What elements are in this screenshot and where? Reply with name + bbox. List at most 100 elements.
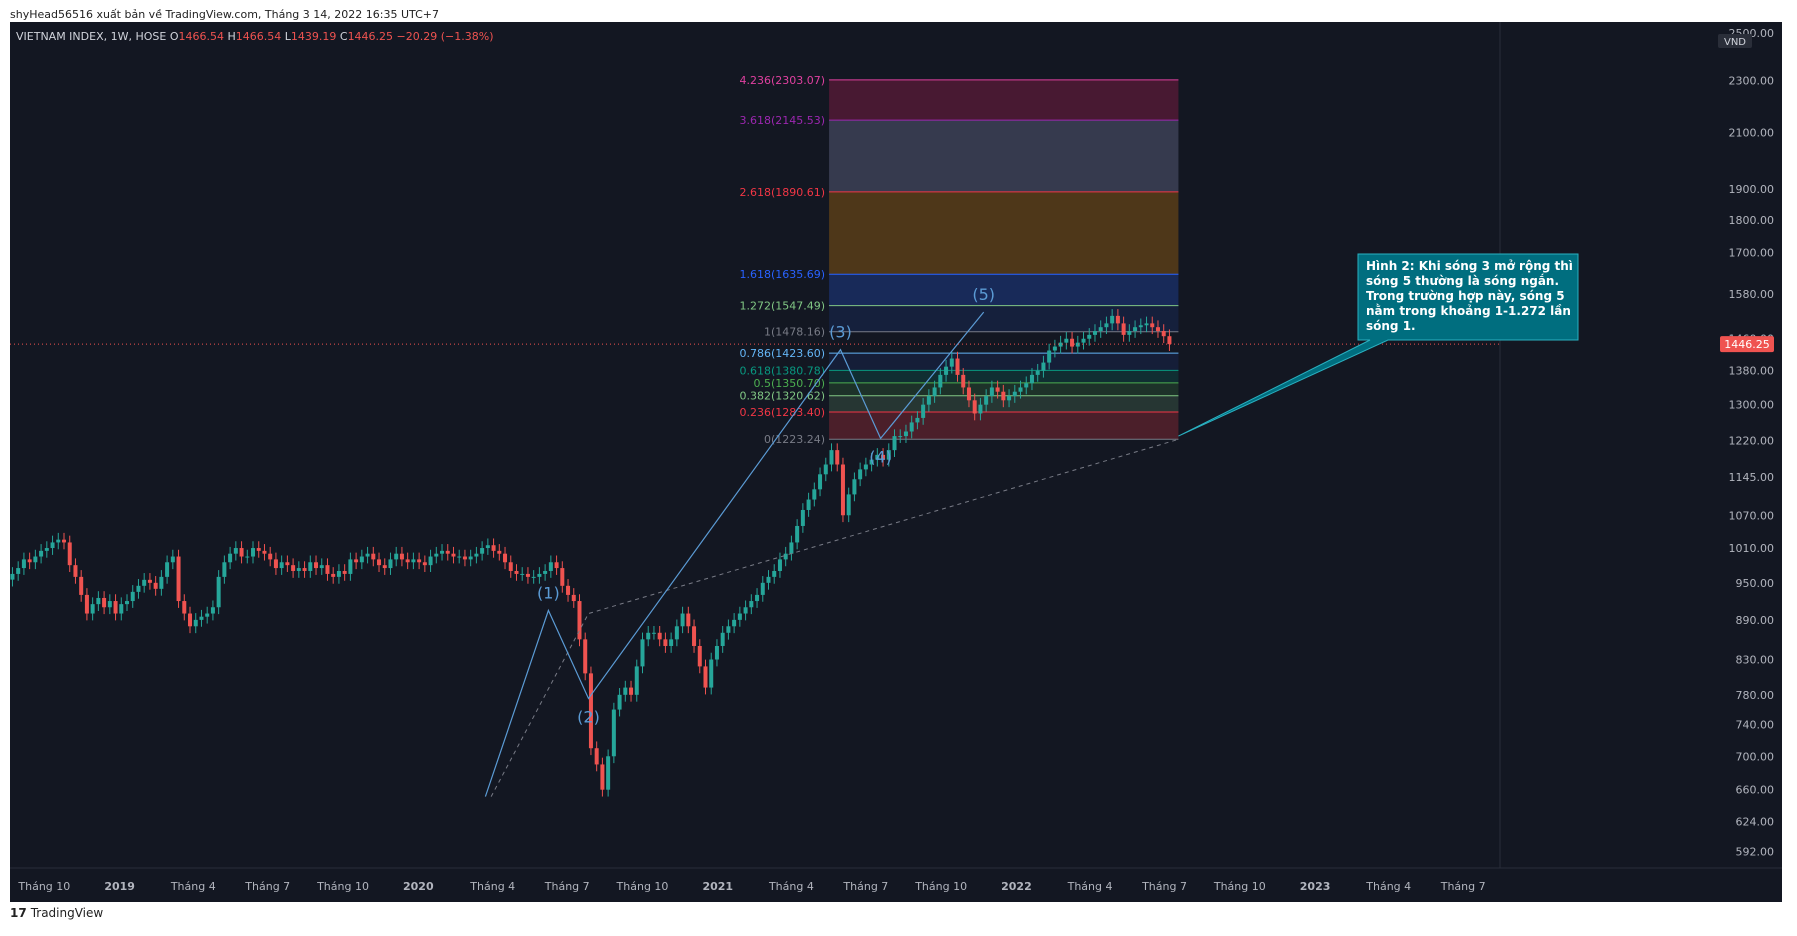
fib-zone — [829, 353, 1179, 371]
y-tick-label: 1800.00 — [1729, 214, 1775, 227]
y-tick-label: 950.00 — [1736, 577, 1775, 590]
candle-body — [1144, 323, 1149, 326]
candle-body — [233, 548, 238, 554]
candle-body — [772, 570, 777, 577]
candle-body — [909, 422, 914, 432]
candle-body — [462, 556, 467, 560]
symbol-info: VIETNAM INDEX, 1W, HOSE O1466.54 H1466.5… — [16, 30, 494, 43]
candle-body — [520, 573, 525, 575]
candle-body — [245, 556, 250, 558]
candle-body — [835, 450, 840, 465]
candle-body — [119, 604, 124, 614]
chart-area[interactable]: 2500.00 2300.00 2100.00 1900.00 1800.00 1700.… — [10, 22, 1782, 902]
candle-body — [686, 613, 691, 627]
candle-body — [434, 553, 439, 557]
candle-body — [1098, 327, 1103, 332]
y-tick-label: 2100.00 — [1729, 126, 1775, 139]
candle-body — [16, 568, 21, 574]
candle-body — [497, 550, 502, 554]
candle-body — [296, 568, 301, 571]
x-tick-label: Tháng 10 — [316, 880, 369, 893]
currency-label: VND — [1724, 37, 1746, 48]
candle-body — [279, 562, 284, 569]
candle-body — [875, 454, 880, 460]
candle-body — [130, 591, 135, 602]
candle-body — [382, 565, 387, 569]
candle-body — [411, 559, 416, 563]
fib-zone — [829, 274, 1179, 306]
candle-body — [1012, 391, 1017, 396]
candle-body — [755, 594, 760, 602]
x-tick-label: Tháng 7 — [1440, 880, 1486, 893]
candle-body — [760, 582, 765, 595]
candle-body — [268, 553, 273, 560]
candle-body — [319, 565, 324, 569]
candle-body — [199, 616, 204, 620]
candle-body — [840, 464, 845, 516]
candle-body — [228, 553, 233, 563]
candle-body — [921, 404, 926, 418]
candle-body — [1041, 362, 1046, 371]
candle-body — [525, 573, 530, 577]
candle-body — [703, 666, 708, 688]
tradingview-logo: 17 — [10, 906, 27, 920]
candle-body — [571, 594, 576, 602]
fib-level-label: 0.618(1380.78) — [739, 364, 825, 377]
candle-body — [560, 568, 565, 586]
candle-body — [239, 548, 244, 557]
tradingview-footer[interactable]: 17 TradingView — [10, 906, 103, 920]
y-tick-label: 1700.00 — [1729, 246, 1775, 259]
candle-body — [606, 756, 611, 790]
candle-body — [354, 559, 359, 563]
candle-body — [1047, 350, 1052, 363]
candle-body — [273, 559, 278, 569]
y-tick-label: 1010.00 — [1729, 542, 1775, 555]
candle-body — [886, 450, 891, 460]
candle-body — [737, 613, 742, 620]
candle-body — [508, 562, 513, 571]
candle-body — [176, 556, 181, 602]
candle-body — [697, 645, 702, 667]
candle-body — [96, 597, 101, 605]
candle-body — [743, 607, 748, 614]
x-tick-label: Tháng 4 — [469, 880, 515, 893]
wave-label: (3) — [829, 323, 852, 342]
candle-body — [548, 562, 553, 571]
candle-body — [102, 597, 107, 608]
candle-body — [10, 573, 15, 580]
x-tick-label: Tháng 4 — [170, 880, 216, 893]
y-tick-label: 890.00 — [1736, 614, 1775, 627]
candle-body — [480, 548, 485, 554]
candle-body — [193, 619, 198, 627]
wave-label: (5) — [972, 285, 995, 304]
candle-body — [898, 436, 903, 438]
candle-body — [285, 562, 290, 566]
x-tick-label: Tháng 10 — [616, 880, 669, 893]
candle-body — [766, 576, 771, 583]
candle-body — [159, 576, 164, 589]
candle-body — [881, 454, 886, 460]
candle-body — [1133, 327, 1138, 332]
candle-body — [995, 387, 1000, 392]
chart-svg[interactable]: 2500.002300.002100.001900.001800.001700.… — [10, 22, 1782, 902]
y-tick-label: 1900.00 — [1729, 183, 1775, 196]
x-tick-label: Tháng 7 — [842, 880, 888, 893]
candle-body — [1052, 346, 1057, 351]
fib-zone — [829, 191, 1179, 275]
candle-body — [216, 576, 221, 608]
tradingview-brand: TradingView — [30, 906, 104, 920]
candle-body — [27, 559, 32, 563]
candle-body — [932, 387, 937, 396]
candle-body — [989, 387, 994, 396]
fib-level-label: 0(1223.24) — [764, 433, 825, 446]
candle-body — [852, 479, 857, 495]
candle-body — [1087, 334, 1092, 339]
candle-body — [600, 764, 605, 790]
x-tick-label: Tháng 4 — [1365, 880, 1411, 893]
candle-body — [440, 550, 445, 554]
y-tick-label: 1220.00 — [1729, 435, 1775, 448]
candle-body — [961, 374, 966, 388]
candle-body — [674, 626, 679, 640]
candle-body — [1035, 370, 1040, 375]
candle-body — [938, 374, 943, 388]
